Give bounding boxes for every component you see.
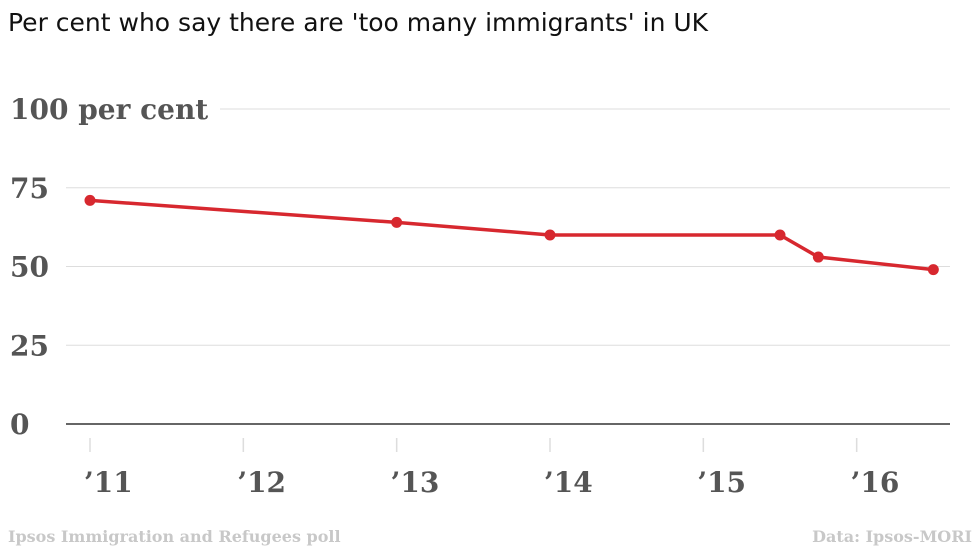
data-point <box>391 216 403 228</box>
chart-title: Per cent who say there are 'too many imm… <box>8 8 709 37</box>
data-point <box>774 229 786 241</box>
source-note: Ipsos Immigration and Refugees poll <box>8 527 341 546</box>
x-tick-label: ’16 <box>851 466 900 499</box>
data-point <box>812 251 824 263</box>
x-tick-label: ’14 <box>544 466 593 499</box>
y-tick-label: 0 <box>10 408 29 441</box>
x-tick-label: ’11 <box>84 466 133 499</box>
y-tick-label: 100 per cent <box>10 93 208 126</box>
gridlines <box>66 108 950 425</box>
x-tick-label: ’13 <box>391 466 440 499</box>
data-credit: Data: Ipsos-MORI <box>812 527 972 546</box>
y-axis-ticks: 100 per cent 75 50 25 0 <box>10 93 208 441</box>
series-layer <box>84 194 939 276</box>
data-point <box>927 264 939 276</box>
y-tick-label: 75 <box>10 172 49 205</box>
x-tick-label: ’12 <box>237 466 286 499</box>
x-axis: ’11 ’12 ’13 ’14 ’15 ’16 <box>84 438 899 499</box>
y-tick-label: 25 <box>10 329 49 362</box>
data-point <box>544 229 556 241</box>
x-tick-label: ’15 <box>697 466 746 499</box>
series-line <box>89 198 934 272</box>
y-tick-label: 50 <box>10 251 49 284</box>
data-point <box>84 194 96 206</box>
